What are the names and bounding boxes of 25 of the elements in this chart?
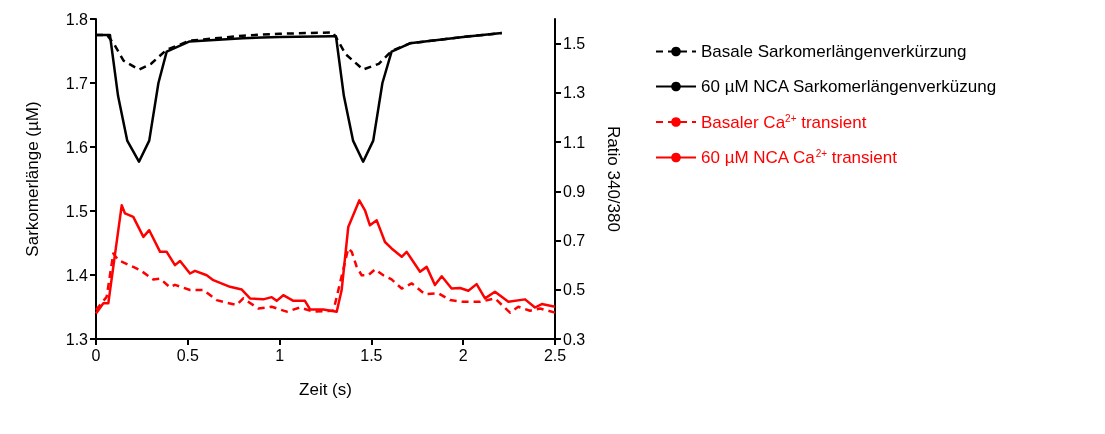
x-tick-label: 0.5 [176, 346, 200, 364]
y2-tick-label: 1.1 [563, 133, 586, 151]
legend-label: Basale Sarkomerlängenverkürzung [701, 42, 967, 61]
x-tick-label: 2 [458, 346, 468, 364]
y-tick-label: 1.4 [65, 266, 89, 284]
line-series [94, 199, 557, 315]
y2-tick-label: 1.3 [563, 84, 586, 102]
y-tick-label: 1.8 [65, 10, 89, 28]
y-axis-title: Sarkomerlänge (µM) [23, 101, 42, 257]
y2-tick-label: 0.3 [563, 330, 586, 348]
x-tick-label: 1 [275, 346, 285, 364]
x-tick-label: 1.5 [360, 346, 383, 364]
y2-tick-label: 0.5 [563, 281, 586, 299]
legend-label: 60 µM NCA Sarkomerlängenverküzung [701, 77, 997, 96]
x-tick-label: 0 [91, 346, 101, 364]
y2-tick-label: 1.5 [563, 35, 586, 53]
y2-tick-label: 0.7 [563, 232, 586, 250]
x-tick-label: 2.5 [543, 346, 567, 364]
y-tick-label: 1.6 [65, 138, 89, 156]
y-tick-label: 1.3 [65, 330, 89, 348]
y2-tick-label: 0.9 [563, 182, 586, 200]
y-tick-label: 1.5 [65, 202, 89, 220]
y2-axis-title: Ratio 340/380 [604, 126, 623, 232]
y-tick-label: 1.7 [65, 74, 89, 92]
x-axis-title: Zeit (s) [299, 380, 352, 399]
